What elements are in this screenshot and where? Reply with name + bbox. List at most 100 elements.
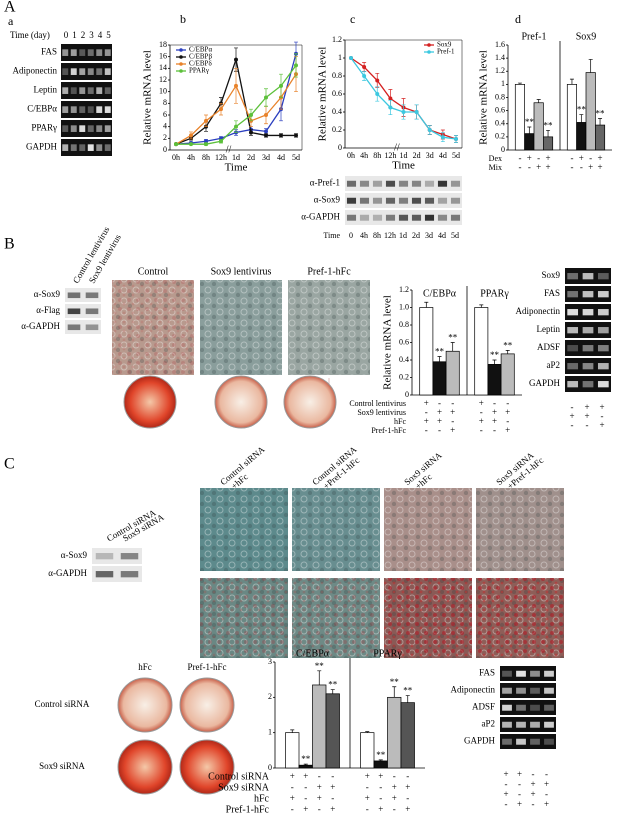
gel-band [450, 214, 461, 221]
gel-strip [61, 120, 112, 137]
culture-dish [117, 739, 173, 795]
gel-band [104, 125, 111, 132]
treatment-sign: - [451, 416, 454, 426]
treatment-sign: - [438, 398, 441, 408]
significance: ** [328, 680, 338, 690]
gel-band [424, 214, 435, 221]
gel-band [437, 197, 448, 204]
treatment-sign: + [437, 407, 442, 417]
gel-band [411, 180, 422, 187]
treatment-label: Control lentivirus [349, 399, 406, 408]
error-bar [536, 99, 541, 103]
significance: ** [315, 661, 325, 671]
lane-sign: + [569, 411, 574, 421]
treatment-sign: - [506, 416, 509, 426]
treatment-label: hFc [254, 793, 270, 804]
gel-band [87, 106, 94, 113]
y-tick-label: 0.2 [332, 125, 342, 134]
significance: ** [403, 686, 413, 696]
x-tick-label: 4d [439, 151, 447, 160]
gel-band [567, 363, 579, 370]
y-tick-label: 0.8 [399, 320, 409, 329]
bar [387, 696, 402, 769]
gel-band [450, 197, 461, 204]
gel-band [79, 125, 86, 132]
gel-band [516, 704, 526, 711]
data-point [349, 56, 353, 60]
treatment-sign: + [536, 162, 541, 172]
lane-sign: + [544, 779, 549, 789]
data-point [264, 133, 268, 138]
micrograph-texture [292, 488, 380, 571]
treatment-sign: - [518, 153, 521, 163]
gel-band [85, 308, 99, 315]
lane-label: 1 [72, 30, 77, 40]
lane-sign: + [584, 402, 589, 412]
treatment-sign: + [365, 771, 370, 781]
treatment-sign: - [304, 793, 307, 803]
bar [487, 364, 502, 396]
y-tick-label: 0.6 [399, 337, 409, 346]
treatment-sign: + [598, 153, 603, 163]
lane-sign: + [503, 789, 508, 799]
x-axis-title: Time [225, 162, 248, 174]
significance: ** [376, 750, 386, 760]
data-point [249, 113, 253, 117]
gel-band [62, 87, 69, 94]
lane-sign: + [599, 402, 604, 412]
y-axis-title: Relative mRNA level [478, 50, 490, 145]
lane-sign: + [503, 769, 508, 779]
gel-row-label: α-Pref-1 [310, 178, 340, 188]
y-tick-label: 0.4 [332, 107, 342, 116]
gel-strip [65, 304, 101, 318]
gel-band [385, 214, 396, 221]
error-bar [479, 304, 484, 308]
y-tick-label: 1.6 [495, 40, 505, 49]
y-tick-label: 1 [338, 53, 342, 62]
gel-row-label: ADSF [472, 702, 495, 712]
gel-strip [500, 666, 556, 681]
data-point [234, 57, 238, 62]
gel-strip [565, 340, 611, 356]
subpanel-label: c [350, 12, 355, 26]
significance: ** [490, 350, 500, 360]
gel-row-label: GAPDH [529, 378, 561, 388]
gel-band [87, 49, 94, 56]
lane-sign: - [601, 411, 604, 421]
x-tick-label: 1d [400, 151, 408, 160]
micrograph-texture [200, 280, 282, 375]
treatment-sign: + [492, 407, 497, 417]
dish-row-label: Control siRNA [35, 699, 90, 709]
treatment-sign: + [405, 804, 410, 814]
gel-band [582, 309, 594, 316]
data-point [219, 139, 223, 144]
x-tick-label: 4h [360, 151, 368, 160]
treatment-sign: - [438, 425, 441, 435]
treatment-sign: + [492, 416, 497, 426]
treatment-sign: - [291, 804, 294, 814]
group-label: PPARγ [373, 648, 402, 659]
y-tick-label: 8 [163, 98, 167, 107]
gel-row-label: Adiponectin [13, 66, 58, 76]
bar [373, 760, 388, 769]
treatment-sign: + [392, 782, 397, 792]
treatment-sign: + [546, 162, 551, 172]
gel-band [385, 197, 396, 204]
data-point [189, 142, 193, 147]
culture-dish [283, 375, 337, 429]
gel-band [62, 68, 69, 75]
legend-marker [179, 69, 183, 73]
y-tick-label: 1.0 [399, 302, 409, 311]
gel-band [104, 49, 111, 56]
treatment-sign: + [290, 771, 295, 781]
gel-band [70, 87, 77, 94]
group-label: C/EBPα [423, 288, 457, 299]
error-bar [588, 59, 593, 73]
gel-band [79, 49, 86, 56]
treatment-sign: - [406, 771, 409, 781]
image-caption: Control [138, 266, 169, 277]
lane-sign: + [530, 789, 535, 799]
treatment-sign: + [588, 162, 593, 172]
data-point [401, 110, 406, 114]
